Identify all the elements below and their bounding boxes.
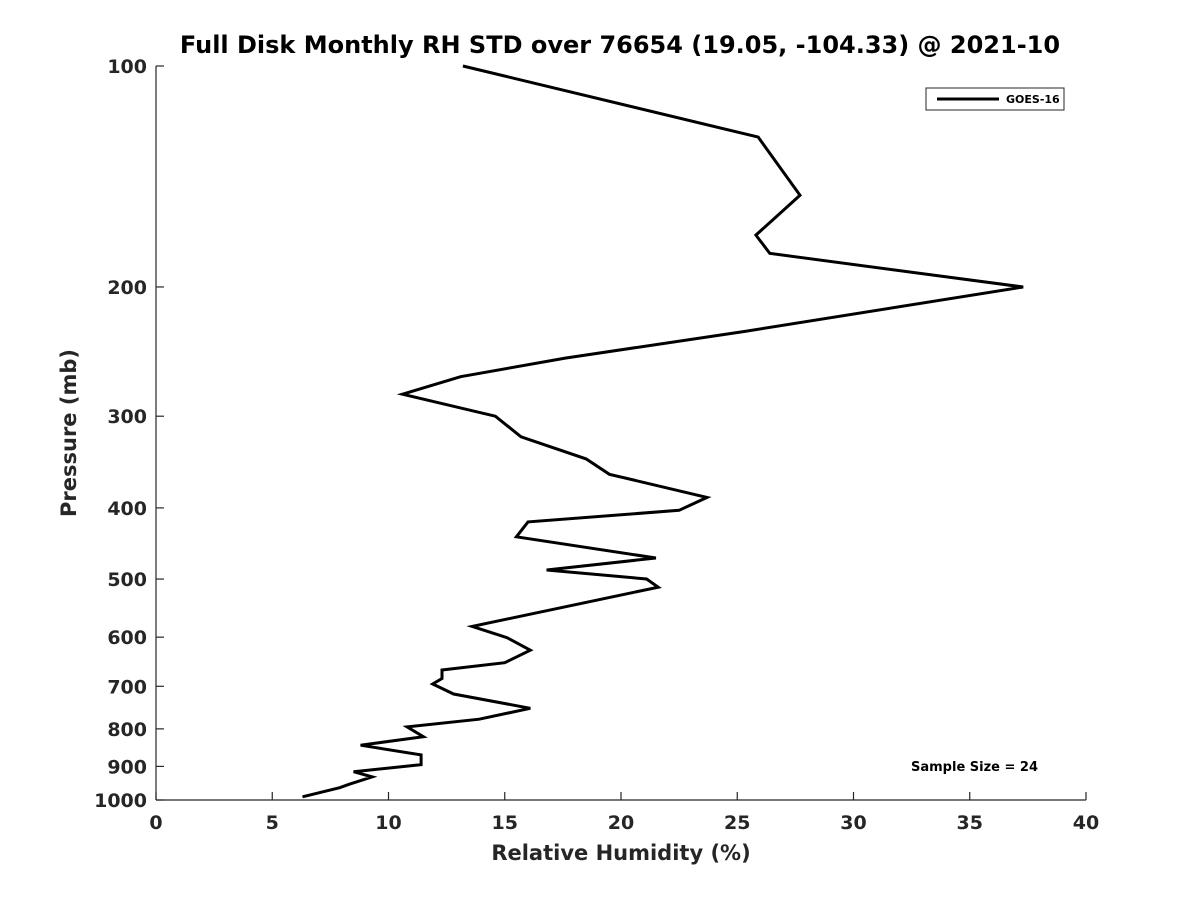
legend-label-goes-16: GOES-16 <box>1006 93 1060 106</box>
y-tick-label: 700 <box>107 676 147 698</box>
x-axis-label: Relative Humidity (%) <box>491 841 750 865</box>
chart-title: Full Disk Monthly RH STD over 76654 (19.… <box>180 31 1060 59</box>
y-tick-label: 100 <box>107 56 147 78</box>
y-tick-label: 800 <box>107 719 147 741</box>
legend: GOES-16 <box>925 87 1065 111</box>
y-tick-label: 1000 <box>94 790 147 812</box>
series-line-goes-16 <box>302 64 1024 799</box>
x-tick-label: 25 <box>724 812 750 834</box>
y-tick-label: 600 <box>107 627 147 649</box>
y-axis-label: Pressure (mb) <box>57 349 81 517</box>
x-tick-label: 40 <box>1073 812 1099 834</box>
sample-size-annotation: Sample Size = 24 <box>911 760 1038 775</box>
y-tick-label: 300 <box>107 406 147 428</box>
x-tick-label: 15 <box>492 812 518 834</box>
y-tick-label: 500 <box>107 569 147 591</box>
x-tick-label: 20 <box>608 812 634 834</box>
y-tick-label: 400 <box>107 498 147 520</box>
x-tick-label: 5 <box>266 812 279 834</box>
y-axis-ticks: 100 200 300 400 500 600 700 800 900 1000 <box>94 56 164 812</box>
y-tick-label: 200 <box>107 277 147 299</box>
y-tick-label: 900 <box>107 756 147 778</box>
x-tick-label: 30 <box>840 812 866 834</box>
x-axis-ticks: 0 5 10 15 20 25 30 35 40 <box>149 792 1099 834</box>
series-layer <box>302 64 1024 799</box>
plot-axes <box>155 66 1086 801</box>
x-tick-label: 0 <box>149 812 162 834</box>
x-tick-label: 10 <box>375 812 401 834</box>
x-tick-label: 35 <box>957 812 983 834</box>
